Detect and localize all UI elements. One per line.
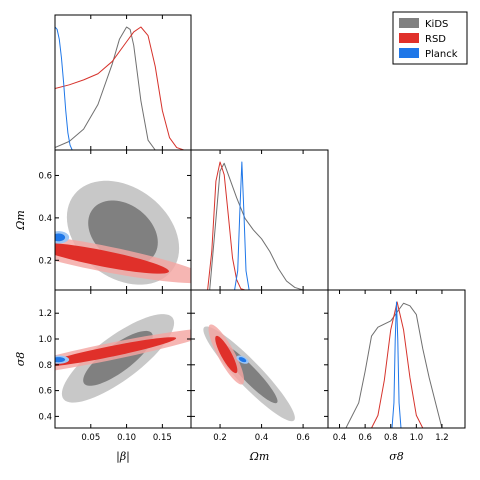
panel-frame-2-2 [327,289,466,429]
x-tick-label-omega-m: 0.2 [213,433,227,443]
y-tick-label-sigma-8: 0.8 [38,361,52,371]
marginal-rsd-sigma-8 [371,301,424,428]
x-tick-label-sigma-8: 0.4 [333,433,347,443]
legend-swatch-kids [399,18,419,28]
legend: KiDS RSD Planck [392,11,468,65]
contour-68-rsd-omega-m-vs-beta [55,243,169,274]
y-tick-label-sigma-8: 0.6 [38,387,52,397]
y-axis-label-sigma-8: σ8 [14,352,27,367]
y-tick-label-sigma-8: 0.4 [38,412,52,422]
y-tick-label-omega-m: 0.6 [38,171,52,181]
x-tick-label-sigma-8: 1.2 [435,433,449,443]
contour-68-planck-omega-m-vs-beta [55,233,66,242]
panel-frame-1-2 [190,289,329,429]
marginal-kids-omega-m [209,162,304,290]
panel-frames [54,14,466,429]
x-tick-label-beta: 0.05 [81,433,100,443]
x-axis-label-sigma-8: σ8 [389,450,404,463]
tick-marks [55,15,443,428]
marginal-planck-omega-m [234,161,250,290]
legend-label-kids: KiDS [425,19,448,30]
x-tick-label-omega-m: 0.4 [255,433,269,443]
y-tick-label-omega-m: 0.4 [38,214,52,224]
marginal-planck-sigma-8 [391,301,402,428]
y-tick-label-sigma-8: 1.0 [38,335,52,345]
x-axis-label-omega-m: Ωm [249,450,270,463]
legend-label-rsd: RSD [425,34,446,45]
contour-68-planck-sigma-8-vs-omega-m [238,357,247,363]
legend-label-planck: Planck [425,49,458,60]
marginal-planck-beta [55,26,73,150]
marginal-rsd-omega-m [207,161,246,290]
axis-labels: 0.05 0.10 0.15 0.2 0.4 0.6 0.4 0.6 0.8 1.0 1.2 0.2 0… [14,171,449,464]
x-tick-label-sigma-8: 1.0 [410,433,424,443]
y-tick-label-omega-m: 0.2 [38,256,52,266]
y-axis-label-omega-m: Ωm [14,210,27,231]
marginal-kids-beta [55,26,156,150]
x-tick-label-sigma-8: 0.6 [358,433,372,443]
legend-swatch-planck [399,48,419,58]
contour-68-planck-sigma-8-vs-beta [55,357,66,363]
marginal-rsd-beta [55,26,185,150]
x-tick-label-beta: 0.15 [153,433,172,443]
contour-fills [55,180,295,422]
contour-68-rsd-sigma-8-vs-beta [55,337,177,367]
x-tick-label-omega-m: 0.6 [296,433,310,443]
marginal-curves [55,26,443,428]
y-tick-label-sigma-8: 1.2 [38,309,52,319]
x-tick-label-beta: 0.10 [117,433,136,443]
contour-68-rsd-sigma-8-vs-omega-m [215,335,238,374]
x-axis-label-beta: |β| [116,450,130,464]
legend-swatch-rsd [399,33,419,43]
x-tick-label-sigma-8: 0.8 [384,433,398,443]
